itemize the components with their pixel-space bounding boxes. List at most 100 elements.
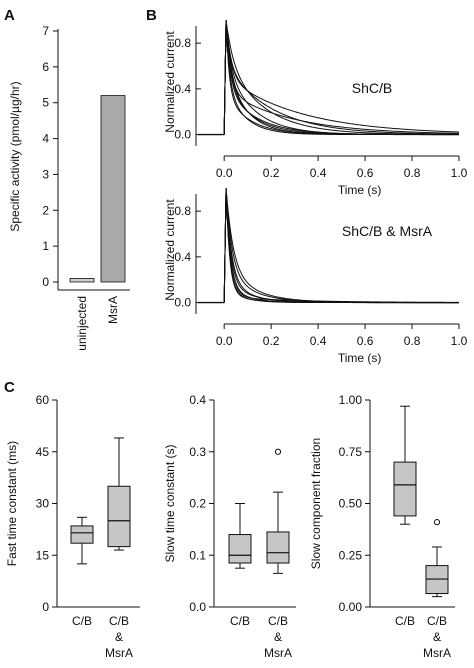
bar-uninjected [69,278,95,283]
current-trace-4 [223,188,459,304]
x-tick-label: 0.0 [216,166,233,180]
box-iqr [266,531,290,564]
x-tick-label: C/B [72,614,92,628]
x-tick-label: C/B [268,614,288,628]
y-tick-label: 0.2 [189,497,206,511]
x-tick-label: MsrA [264,646,292,660]
panel-letter-b: B [146,7,157,24]
outlier-point [433,519,441,526]
x-tick-label: 0.8 [404,166,421,180]
x-tick-label: 1.0 [451,334,468,348]
panel-c-slow-time-constant: 0.0 0.1 0.2 0.3 0.4 Slow time constant (s) C/B… [163,393,296,660]
y-tick-label: 0.3 [189,445,206,459]
x-tick-label: 0.4 [310,166,327,180]
current-trace-5 [223,188,459,304]
box-iqr [393,461,417,517]
current-trace-8 [223,20,459,136]
panel-letter-a: A [4,7,15,24]
panel-c-slow-component-fraction: 0.00 0.25 0.50 0.75 1.00 Slow component fract… [309,393,455,660]
current-trace-9 [223,20,459,136]
current-trace-6 [223,20,459,136]
current-trace-7 [223,20,460,135]
current-trace-2 [223,20,460,135]
x-tick-label: MsrA [106,296,120,324]
y-tick-label: 0.4 [174,82,191,96]
y-axis-label: Specific activity (pmol/µg/hr) [8,81,22,231]
x-tick-label: 0.0 [216,334,233,348]
x-tick-label: & [115,630,123,644]
y-axis-label: Slow time constant (s) [163,444,177,562]
x-tick-label: uninjected [75,296,89,351]
current-trace-7 [223,188,459,303]
y-tick-label: 15 [36,548,50,562]
y-tick-label: 0.75 [339,445,363,459]
y-tick-label: 0.1 [189,548,206,562]
y-tick-label: 0 [42,600,49,614]
x-tick-label: C/B [427,614,447,628]
y-axis-label: Fast time constant (ms) [5,441,19,566]
y-tick-label: 0.00 [339,600,363,614]
x-axis-label: Time (s) [338,183,382,197]
x-tick-label: 0.4 [310,334,327,348]
y-tick-label: 7 [42,24,49,38]
x-tick-label: C/B [395,614,415,628]
y-tick-label: 0 [42,275,49,289]
y-tick-label: 0.8 [174,36,191,50]
panel-b-bottom-current-traces: 0.0 0.4 0.8 0.0 0.2 0.4 0.6 0.8 1.0 Time (s) Norma… [163,188,468,365]
x-tick-label: 0.8 [404,334,421,348]
y-tick-label: 45 [36,445,50,459]
y-tick-label: 1 [42,239,49,253]
x-tick-label: & [274,630,282,644]
y-tick-label: 5 [42,96,49,110]
current-trace-5 [223,20,460,136]
y-tick-label: 0.0 [189,600,206,614]
x-tick-label: & [433,630,441,644]
box-iqr [228,534,252,564]
y-tick-label: 3 [42,167,49,181]
y-axis-label: Normalized current [163,199,177,301]
panel-a-bar-chart: 0 1 2 3 4 5 6 7 Specific activity (pmol/µg/hr) un… [8,24,130,351]
bar-MsrA [100,95,126,283]
current-trace-4 [223,20,459,136]
y-tick-label: 60 [36,393,50,407]
x-tick-label: 0.2 [263,166,280,180]
current-trace-2 [223,188,459,304]
panel-c-fast-time-constant: 0 15 30 45 60 Fast time constant (ms) C/B C/B & M… [5,393,140,660]
x-tick-label: MsrA [423,646,451,660]
current-trace-10 [223,20,459,136]
y-tick-label: 30 [36,497,50,511]
y-axis-label: Normalized current [163,31,177,133]
y-tick-label: 0.50 [339,497,363,511]
y-tick-label: 6 [42,60,49,74]
y-tick-label: 0.25 [339,548,363,562]
current-trace-8 [223,188,459,304]
x-axis-label: Time (s) [338,351,382,365]
y-tick-label: 0.0 [174,128,191,142]
current-trace-3 [223,188,459,304]
x-tick-label: 0.2 [263,334,280,348]
y-tick-label: 1.00 [339,393,363,407]
x-tick-label: 0.6 [357,166,374,180]
current-trace-3 [223,20,460,135]
x-tick-label: 0.6 [357,334,374,348]
y-tick-label: 2 [42,203,49,217]
x-tick-label: C/B [230,614,250,628]
y-tick-label: 0.0 [174,296,191,310]
current-trace-6 [223,188,459,304]
y-tick-label: 0.4 [189,393,206,407]
panel-b-top-current-traces: 0.0 0.4 0.8 0.0 0.2 0.4 0.6 0.8 1.0 Time (s) Norma… [163,20,468,197]
y-tick-label: 0.4 [174,250,191,264]
y-tick-label: 0.8 [174,204,191,218]
outlier-point [274,448,282,455]
x-tick-label: C/B [109,614,129,628]
x-tick-label: MsrA [105,646,133,660]
trace-annotation: ShC/B [352,80,392,96]
current-trace-1 [223,20,459,135]
x-tick-label: 1.0 [451,166,468,180]
y-tick-label: 4 [42,132,49,146]
trace-annotation: ShC/B & MsrA [342,223,433,239]
panel-letter-c: C [4,379,15,396]
box-iqr [70,525,94,544]
box-iqr [107,485,131,548]
y-axis-label: Slow component fraction [309,438,323,569]
